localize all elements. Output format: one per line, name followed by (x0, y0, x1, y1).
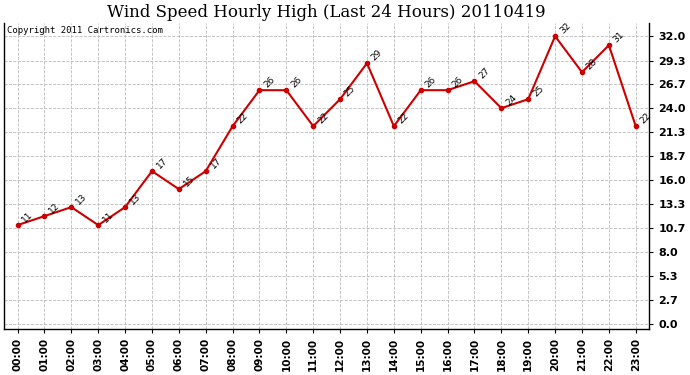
Text: 13: 13 (74, 192, 88, 206)
Text: 26: 26 (424, 75, 438, 89)
Text: Copyright 2011 Cartronics.com: Copyright 2011 Cartronics.com (8, 26, 164, 35)
Text: 13: 13 (128, 192, 142, 206)
Text: 27: 27 (477, 66, 492, 80)
Text: 22: 22 (397, 111, 411, 125)
Text: 15: 15 (181, 174, 196, 188)
Text: 31: 31 (611, 30, 626, 44)
Text: 12: 12 (47, 201, 61, 215)
Text: 17: 17 (155, 156, 169, 170)
Text: 28: 28 (584, 57, 599, 71)
Text: 26: 26 (262, 75, 277, 89)
Text: 24: 24 (504, 93, 518, 107)
Text: 29: 29 (370, 48, 384, 62)
Text: 11: 11 (21, 210, 35, 224)
Text: 17: 17 (208, 156, 223, 170)
Title: Wind Speed Hourly High (Last 24 Hours) 20110419: Wind Speed Hourly High (Last 24 Hours) 2… (108, 4, 546, 21)
Text: 11: 11 (101, 210, 115, 224)
Text: 25: 25 (531, 84, 545, 98)
Text: 22: 22 (316, 111, 331, 125)
Text: 26: 26 (451, 75, 465, 89)
Text: 26: 26 (289, 75, 304, 89)
Text: 32: 32 (558, 21, 572, 35)
Text: 25: 25 (343, 84, 357, 98)
Text: 22: 22 (235, 111, 250, 125)
Text: 22: 22 (638, 111, 653, 125)
